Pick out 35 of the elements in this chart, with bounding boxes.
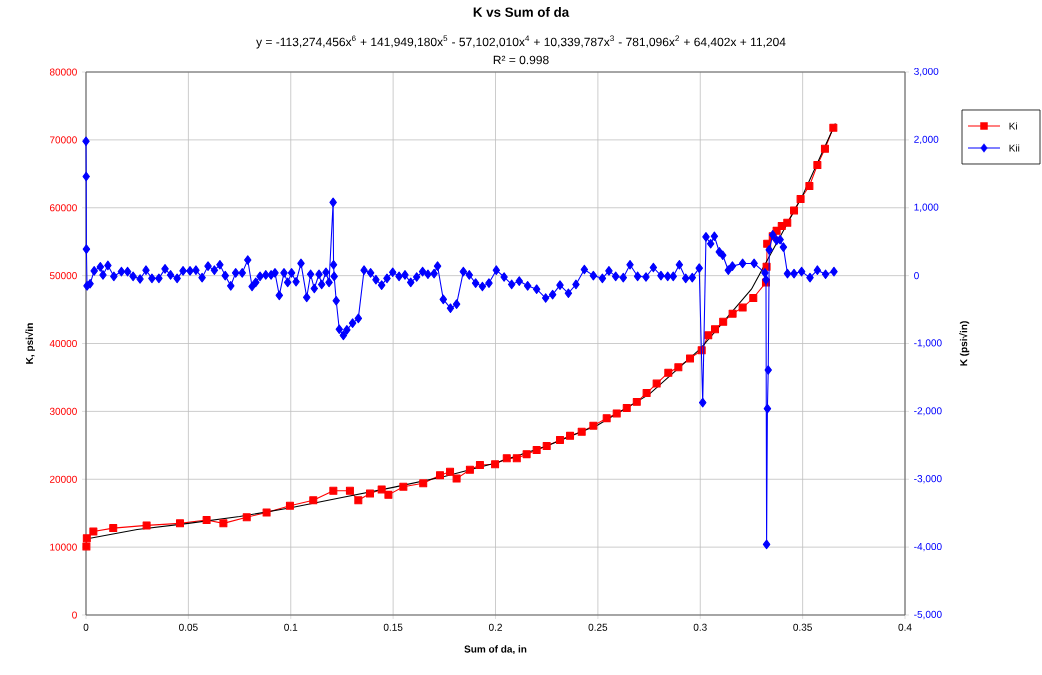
y-tick-label: 30000 [49, 407, 77, 415]
x-tick-label: 0 [83, 623, 89, 631]
x-tick-label: 0.4 [898, 623, 912, 631]
y2-tick-label: -1,000 [914, 339, 942, 348]
y2-tick-label: 3,000 [914, 67, 939, 77]
text: y = -113,274,456x$^{6}$ + 141,949,180x$^{5}$ - 57,102,010x$^{4}$ + 10,339,787x$^{3}$ - 781,096x$^{2}$ + 64,402x + 11,204 [256, 35, 786, 49]
x-tick-label: 0.2 [488, 623, 502, 631]
y-tick-label: 80000 [49, 68, 77, 76]
y2-tick-label: -3,000 [914, 475, 942, 484]
y-tick-label: 20000 [49, 475, 77, 483]
y-tick-label: 60000 [49, 204, 77, 212]
y2-tick-label: 0 [914, 272, 919, 280]
y-tick-label: 70000 [50, 136, 77, 144]
y2-tick-label: -2,000 [914, 407, 942, 416]
x-tick-label: 0.1 [284, 623, 298, 631]
y-tick-label: 0 [72, 611, 77, 619]
x-tick-label: 0.3 [693, 623, 707, 631]
chart-title: K vs Sum of da [473, 7, 570, 17]
y-tick-label: 10000 [50, 543, 77, 551]
y2-axis-title: K (psi√in) [959, 321, 970, 366]
x-axis-title: Sum of da, in [464, 645, 527, 655]
legend-label: Kii [1009, 144, 1020, 152]
x-tick-label: 0.15 [383, 623, 403, 631]
legend-label: Ki [1009, 122, 1017, 130]
x-tick-label: 0.05 [179, 623, 198, 631]
y2-tick-label: 2,000 [914, 135, 939, 145]
y2-tick-label: -4,000 [914, 542, 942, 552]
y-axis-title: K, psi√in [25, 323, 35, 364]
y-tick-label: 50000 [49, 272, 77, 280]
y2-tick-label: -5,000 [914, 610, 942, 620]
x-tick-label: 0.35 [793, 623, 812, 631]
y2-tick-label: 1,000 [914, 203, 939, 212]
y-tick-label: 40000 [49, 339, 77, 348]
x-tick-label: 0.25 [588, 623, 608, 631]
text: R² = 0.998 [493, 55, 549, 65]
